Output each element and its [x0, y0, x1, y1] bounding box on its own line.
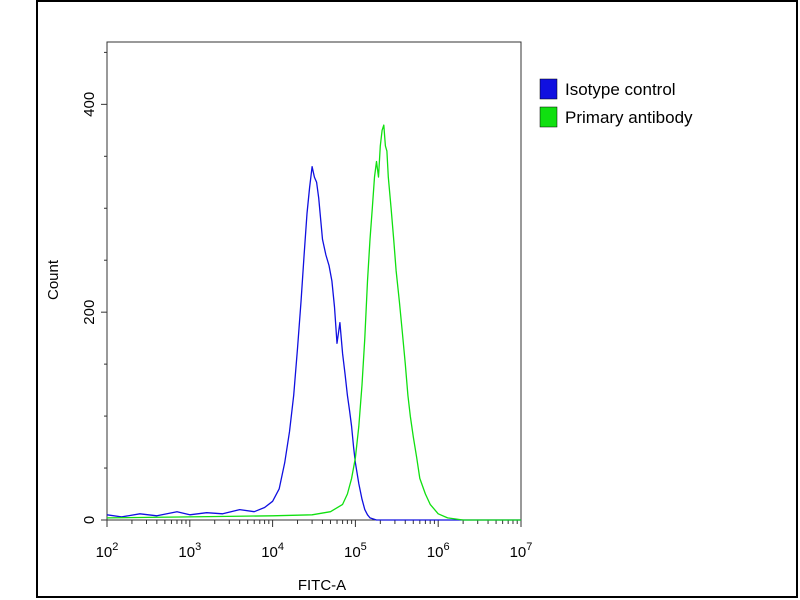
series-layer	[106, 124, 521, 521]
x-tick-label: 105	[344, 541, 367, 561]
legend-label-1: Isotype control	[565, 80, 676, 99]
x-axis: 102 103 104 105 106 107	[96, 520, 533, 561]
figure-frame	[36, 0, 798, 598]
legend: Isotype control Primary antibody	[539, 78, 693, 128]
legend-swatch-1	[539, 78, 558, 100]
x-axis-label: FITC-A	[298, 577, 346, 594]
series-line-2	[106, 124, 521, 521]
legend-label-2: Primary antibody	[565, 108, 693, 127]
y-axis-label: Count	[45, 259, 62, 300]
x-tick-label: 107	[510, 541, 533, 561]
y-tick-label: 400	[81, 92, 98, 117]
y-tick-label: 200	[81, 300, 98, 325]
y-tick-label: 0	[81, 516, 98, 524]
x-tick-label: 102	[96, 541, 119, 561]
legend-swatch-2	[539, 106, 558, 128]
x-tick-label: 106	[427, 541, 450, 561]
plot-area	[106, 41, 522, 521]
x-tick-label: 104	[261, 541, 284, 561]
x-tick-label: 103	[178, 541, 201, 561]
y-axis: 0 200 400	[81, 51, 107, 524]
series-line-1	[106, 166, 521, 521]
